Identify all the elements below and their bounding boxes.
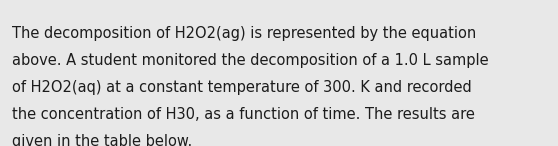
Text: the concentration of H30, as a function of time. The results are: the concentration of H30, as a function …: [12, 107, 475, 122]
Text: given in the table below.: given in the table below.: [12, 134, 193, 146]
Text: of H2O2(aq) at a constant temperature of 300. K and recorded: of H2O2(aq) at a constant temperature of…: [12, 80, 472, 95]
Text: above. A student monitored the decomposition of a 1.0 L sample: above. A student monitored the decomposi…: [12, 53, 489, 68]
Text: The decomposition of H2O2(ag) is represented by the equation: The decomposition of H2O2(ag) is represe…: [12, 26, 477, 41]
